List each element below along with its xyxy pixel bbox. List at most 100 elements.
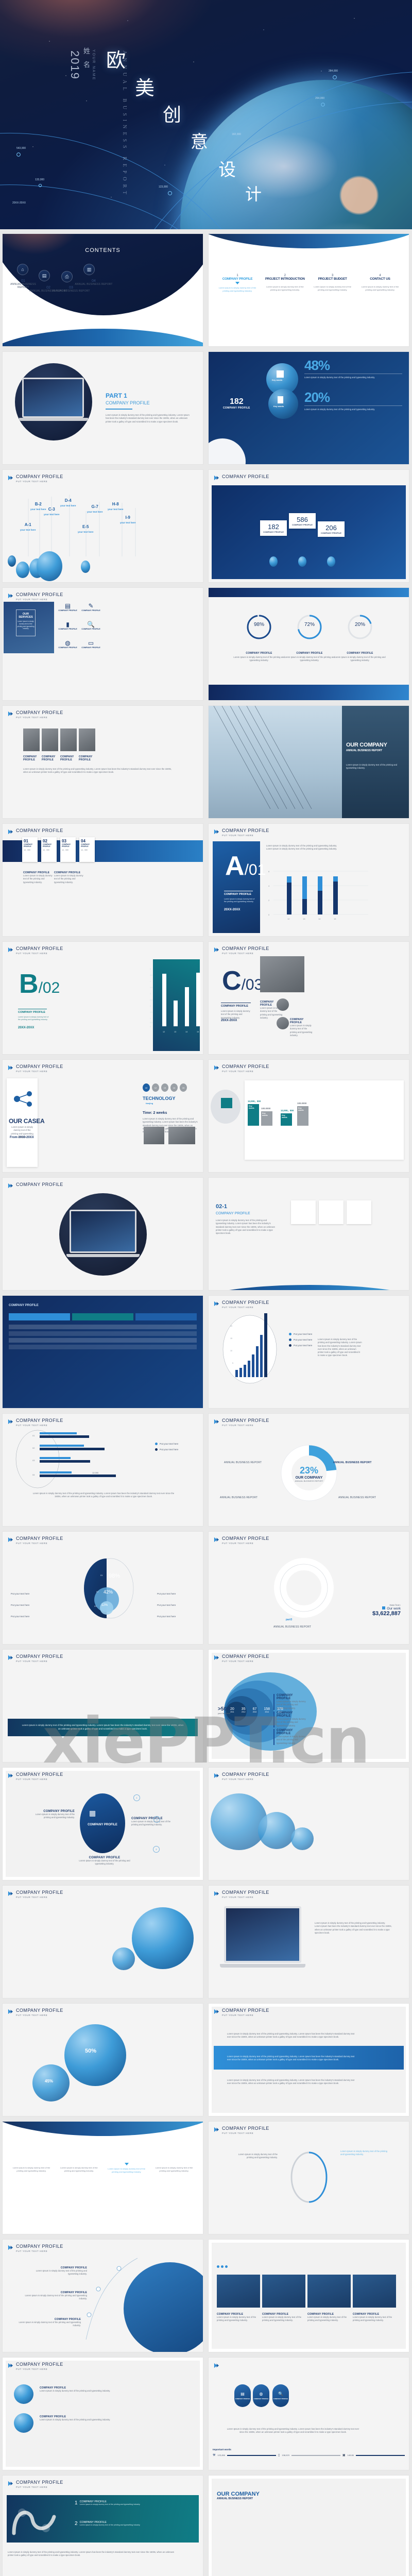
radial-node-1[interactable]: 1 (133, 1794, 140, 1801)
service-label-1: COMPANY PROFILE (58, 609, 77, 612)
num-card-4[interactable]: 04 COMPANY PROFILE 12，000 (79, 837, 95, 862)
agenda3-item-3[interactable]: Lorem Ipsum is simply dummy text of the … (105, 2162, 148, 2174)
header-title: COMPANY PROFILE (16, 474, 63, 479)
list-row-3[interactable]: Lorem Ipsum is simply dummy text of the … (214, 2072, 404, 2091)
slide-list-steps[interactable]: COMPANY PROFILE PUT YOUR TEXT HERE Lorem … (208, 2003, 409, 2116)
slide-header: COMPANY PROFILE PUT YOUR TEXT HERE (8, 1064, 63, 1073)
agenda-item-2[interactable]: 2 PROJECT INTRODUCTION Lorem Ipsum is si… (263, 274, 306, 293)
mini-card-1[interactable] (291, 1200, 316, 1224)
contents-item-1[interactable]: 01 ANNUAL BUSINESS REPORT (5, 279, 42, 289)
slide-three-pills[interactable]: ▤ COMPANY PROFILE ◍ COMPANY PROFILE 🔍 COMPA… (208, 2357, 409, 2470)
slide-section-b[interactable]: COMPANY PROFILE PUT YOUR TEXT HERE B/02 C… (2, 941, 203, 1055)
mini-card-3[interactable] (347, 1200, 371, 1224)
casea-chip-3[interactable]: 13 (161, 1083, 168, 1092)
contents-item-3[interactable]: 03 ANNUAL BUSINESS REPORT (49, 286, 93, 293)
slide-big-bubbles[interactable]: COMPANY PROFILE PUT YOUR TEXT HERE (208, 1767, 409, 1880)
agenda-item-1[interactable]: 1 COMPANY PROFILE Lorem Ipsum is simply … (216, 274, 259, 293)
num-card-1[interactable]: 01 COMPANY PROFILE 12，000 (22, 837, 38, 862)
cover-name-en: YOUR NAME (92, 49, 95, 81)
slide-agenda-1[interactable]: 1 COMPANY PROFILE Lorem Ipsum is simply … (208, 233, 409, 347)
wave-bottom (3, 329, 203, 346)
slide-our-company-bridge[interactable]: OUR COMPANY ANNUAL BUSINESS REPORT Lorem… (208, 705, 409, 819)
slide-section-a[interactable]: COMPANY PROFILE PUT YOUR TEXT HERE A/01 C… (208, 823, 409, 937)
slide-laptop-mock[interactable]: COMPANY PROFILE (2, 1177, 203, 1291)
agenda3-item-1[interactable]: Lorem Ipsum is simply dummy text of the … (10, 2162, 53, 2174)
slide-laptop-mock-2[interactable]: COMPANY PROFILE PUT YOUR TEXT HERE Lorem … (208, 1885, 409, 1998)
service-item-1[interactable]: ▤ COMPANY PROFILE (56, 602, 79, 612)
service-item-4[interactable]: 🔍 COMPANY PROFILE (79, 621, 102, 630)
slide-agenda-3[interactable]: Lorem Ipsum is simply dummy text of the … (2, 2121, 203, 2234)
service-item-5[interactable]: ◍ COMPANY PROFILE (56, 639, 79, 649)
ring-label-2: COMPANY PROFILE (296, 652, 323, 655)
slide-concentric[interactable]: COMPANY PROFILE PUT YOUR TEXT HERE >50% y… (208, 1649, 409, 1762)
slide-our-company-dots[interactable]: OUR COMPANY ANNUAL BUSINESS REPORT (208, 2475, 409, 2576)
service-item-2[interactable]: ✎ COMPANY PROFILE (79, 602, 102, 612)
agenda3-item-4[interactable]: Lorem Ipsum is simply dummy text of the … (152, 2162, 196, 2174)
section-c-note-1-title: COMPANY PROFILE (260, 1001, 274, 1007)
slide-ring-gauges[interactable]: 98% 72% 20% COMPANY PROFILE Lorem Ipsum i… (208, 587, 409, 701)
slide-stats-pct[interactable]: 182 COMPANY PROFILE Key words Key words … (208, 351, 409, 465)
laptop-screen (22, 378, 84, 418)
slide-header: COMPANY PROFILE PUT YOUR TEXT HERE (8, 2244, 63, 2252)
list-row-1[interactable]: Lorem Ipsum is simply dummy text of the … (214, 2025, 404, 2045)
pill-3[interactable]: 🔍 COMPANY PROFILE (272, 2384, 289, 2407)
slide-donut-work[interactable]: COMPANY PROFILE PUT YOUR TEXT HERE part3 … (208, 1531, 409, 1645)
slide-our-casea[interactable]: COMPANY PROFILE PUT YOUR TEXT HERE OUR CA… (2, 1059, 203, 1173)
agenda-item-3[interactable]: 3 PROJECT BUDGET Lorem Ipsum is simply d… (311, 274, 354, 293)
bar-value-2: 100.0000 (261, 1107, 271, 1110)
slide-radial-3[interactable]: COMPANY PROFILE PUT YOUR TEXT HERE ▦ COMP… (2, 1767, 203, 1880)
slide-bar-chart-ellipse[interactable]: COMPANY PROFILE PUT YOUR TEXT HERE 20 15 10… (208, 1295, 409, 1409)
slide-teal-curve[interactable]: COMPANY PROFILE PUT YOUR TEXT HERE 1 COMP… (2, 2475, 203, 2576)
slide-blue-table[interactable]: COMPANY PROFILE (2, 1295, 203, 1409)
agenda3-item-2[interactable]: Lorem Ipsum is simply dummy text of the … (57, 2162, 100, 2174)
casea-chip-2[interactable]: 12 (152, 1083, 159, 1092)
section-a-body: Lorem Ipsum is simply dummy text of the … (266, 844, 337, 851)
slide-number-cards[interactable]: COMPANY PROFILE 01 COMPANY PROFILE 12，000 … (2, 823, 203, 937)
slide-part-02[interactable]: 02-1 COMPANY PROFILE Lorem Ipsum is simp… (208, 1177, 409, 1291)
slide-nested-rings[interactable]: COMPANY PROFILE PUT YOUR TEXT HERE 98% 42… (2, 1531, 203, 1645)
slide-gauge-8-35[interactable]: COMPANY PROFILE PUT YOUR TEXT HERE Lorem … (208, 2121, 409, 2234)
slide-bubbles-pct[interactable]: COMPANY PROFILE PUT YOUR TEXT HERE 50% 45… (2, 2003, 203, 2116)
pill-1[interactable]: ▤ COMPANY PROFILE (234, 2384, 251, 2407)
big-stat: 182 COMPANY PROFILE (223, 397, 250, 410)
contents-item-2[interactable]: 02 ANNUAL BUSINESS REPORT (26, 286, 71, 293)
num-card-3[interactable]: 03 COMPANY PROFILE 12，000 (60, 837, 76, 862)
casea-photo-2 (168, 1127, 195, 1144)
oc-desc-4: Lorem Ipsum is simply dummy text of the … (353, 2316, 392, 2322)
slide-bubble-list[interactable]: COMPANY PROFILE PUT YOUR TEXT HERE COMPAN… (2, 2357, 203, 2470)
mini-card-2[interactable] (319, 1200, 344, 1224)
bar-value-3: 12,000，000 (281, 1109, 294, 1112)
slide-our-services[interactable]: COMPANY PROFILE PUT YOUR TEXT HERE OUR SE… (2, 587, 203, 701)
service-label-2: COMPANY PROFILE (81, 609, 100, 612)
casea-chip-4[interactable]: 14 (170, 1083, 178, 1092)
header-title: COMPANY PROFILE (16, 1182, 63, 1187)
slide-teal-banner[interactable]: COMPANY PROFILE PUT YOUR TEXT HERE Lorem … (2, 1649, 203, 1762)
pill-2[interactable]: ◍ COMPANY PROFILE (253, 2384, 269, 2407)
slide-team-photos[interactable]: COMPANY PROFILE PUT YOUR TEXT HERE COMPAN… (2, 705, 203, 819)
slide-header: COMPANY PROFILE (8, 828, 63, 835)
radial-node-2[interactable]: 2 (153, 1846, 160, 1853)
slide-part-1[interactable]: PART 1 COMPANY PROFILE Lorem Ipsum is si… (2, 351, 203, 465)
contents-item-4[interactable]: 04 ANNUAL BUSINESS REPORT (72, 279, 116, 286)
slide-hbar-chart[interactable]: COMPANY PROFILE PUT YOUR TEXT HERE 01 02 03… (2, 1413, 203, 1527)
slide-bar-keywords[interactable]: COMPANY PROFILE PUT YOUR TEXT HERE 12,000… (208, 1059, 409, 1173)
list-row-2[interactable]: Lorem Ipsum is simply dummy text of the … (214, 2046, 404, 2070)
slide-section-c[interactable]: COMPANY PROFILE PUT YOUR TEXT HERE C/03 C… (208, 941, 409, 1055)
radial-node-3[interactable]: 3 (153, 1816, 160, 1823)
slide-bubble-chart[interactable]: COMPANY PROFILE PUT YOUR TEXT HERE A-1 you… (2, 469, 203, 583)
service-item-3[interactable]: ▮ COMPANY PROFILE (56, 621, 79, 630)
slide-big-circle-list[interactable]: COMPANY PROFILE PUT YOUR TEXT HERE COMPAN… (2, 2239, 203, 2352)
service-item-6[interactable]: ▭ COMPANY PROFILE (79, 639, 102, 649)
slide-big-bubble-right[interactable]: COMPANY PROFILE PUT YOUR TEXT HERE (2, 1885, 203, 1998)
table-header-row (9, 1313, 197, 1320)
slide-stat-cards[interactable]: COMPANY PROFILE 182 COMPANY PROFILE 586 … (208, 469, 409, 583)
slide-donut-23[interactable]: COMPANY PROFILE PUT YOUR TEXT HERE 23% OU… (208, 1413, 409, 1527)
slide-contents[interactable]: CONTENTS ⌂ ▤ ⎙ ▥ 01 ANNUAL BUSINESS REPO… (2, 233, 203, 347)
cover-slide[interactable]: 284,000 264,000 182,000 543,000 133,000 … (0, 0, 412, 229)
slide-our-company-photos[interactable]: COMPANY PROFILE Lorem Ipsum is simply dum… (208, 2239, 409, 2352)
bubble-label-e5: E-5 your text here (78, 521, 93, 533)
casea-chip-1[interactable]: 10 (143, 1083, 150, 1092)
casea-chip-5[interactable]: 15 (180, 1083, 187, 1092)
agenda-item-4[interactable]: 4 CONTACT US Lorem Ipsum is simply dummy… (358, 274, 402, 293)
num-card-2[interactable]: 02 COMPANY PROFILE 12，000 (41, 837, 57, 862)
